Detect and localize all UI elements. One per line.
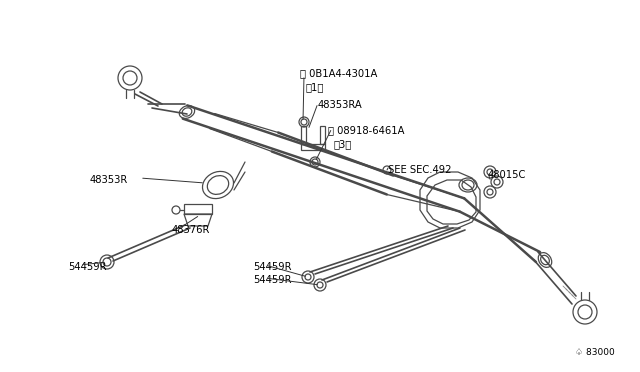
Text: （3）: （3） [334,139,352,149]
Text: 54459R: 54459R [253,275,291,285]
Text: 48015C: 48015C [488,170,526,180]
Text: 48353R: 48353R [90,175,128,185]
Text: （1）: （1） [306,82,324,92]
Text: 54459R: 54459R [253,262,291,272]
Text: Ⓑ 0B1A4-4301A: Ⓑ 0B1A4-4301A [300,68,378,78]
Text: 48353RA: 48353RA [318,100,363,110]
Text: ♤ 83000: ♤ 83000 [575,348,615,357]
Text: 48376R: 48376R [172,225,211,235]
Text: 54459R: 54459R [68,262,106,272]
Text: SEE SEC.492: SEE SEC.492 [388,165,451,175]
Text: ⓝ 08918-6461A: ⓝ 08918-6461A [328,125,404,135]
